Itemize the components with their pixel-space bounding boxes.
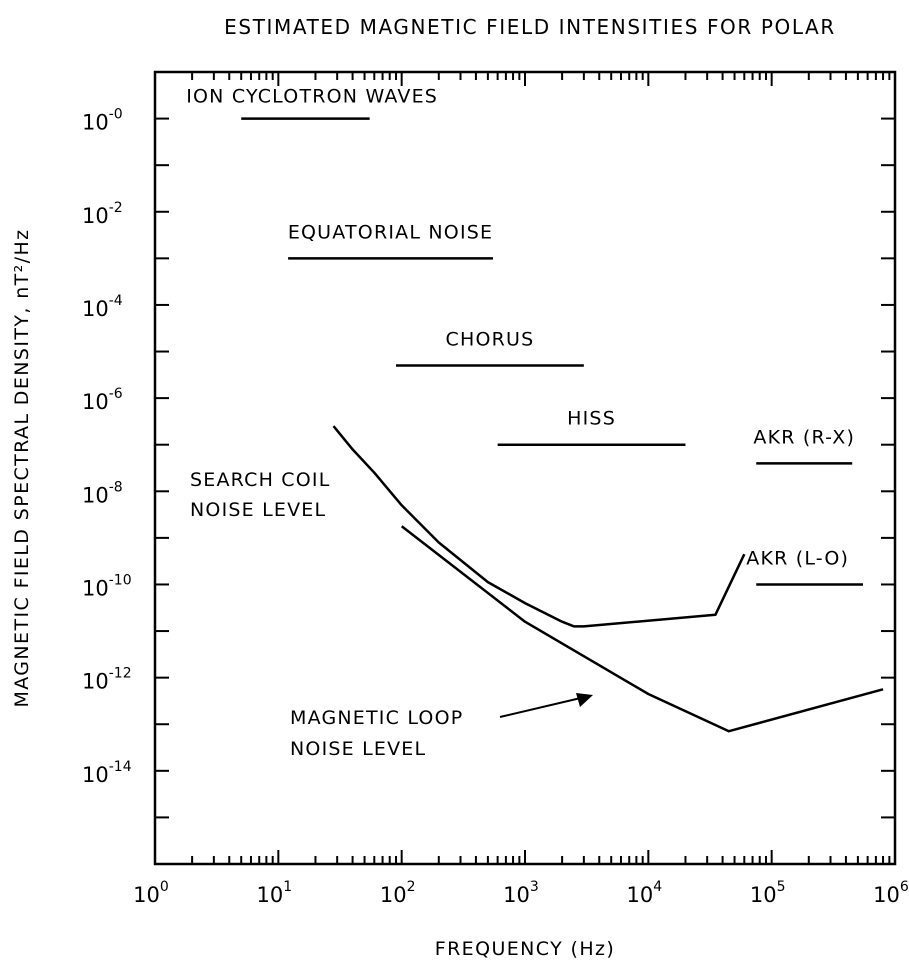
range-label: HISS [567,408,616,430]
y-tick-label: 10-12 [82,666,132,694]
noise-curve [332,425,746,628]
y-tick-label: 10-2 [82,200,123,228]
magnetic-loop-label-line-1: MAGNETIC LOOP [290,707,463,729]
x-tick-label: 103 [503,879,539,907]
x-tick-label: 100 [133,879,169,907]
y-tick-label: 10-8 [82,479,123,507]
search-coil-label-line-2: NOISE LEVEL [190,499,326,521]
y-axis-title: MAGNETIC FIELD SPECTRAL DENSITY, nT²/Hz [11,228,33,707]
y-tick-labels: 10-0 10-2 10-4 10-6 10-8 10-10 10-12 10-14 [82,107,132,787]
search-coil-label-line-1: SEARCH COIL [190,469,331,491]
x-tick-label: 102 [380,879,416,907]
noise-curves [332,425,884,733]
y-tick-label: 10-14 [82,759,132,787]
noise-curve [400,525,884,733]
wave-ranges: ION CYCLOTRON WAVES EQUATORIAL NOISE CHORU… [186,86,863,586]
axis-ticks [154,72,896,864]
y-tick-label: 10-6 [82,386,123,414]
magnetic-loop-arrow [499,693,593,718]
x-tick-labels: 100 101 102 103 104 105 106 [133,879,909,907]
range-label: ION CYCLOTRON WAVES [186,86,438,108]
x-tick-label: 104 [627,879,663,907]
y-tick-label: 10-0 [82,107,123,135]
x-tick-label: 105 [750,879,786,907]
chart-title: ESTIMATED MAGNETIC FIELD INTENSITIES FOR… [224,15,836,39]
y-tick-label: 10-4 [82,293,123,321]
x-tick-label: 101 [257,879,293,907]
range-label: AKR (R-X) [753,426,855,448]
range-label: CHORUS [445,329,534,351]
plot-frame [153,70,897,866]
y-tick-label: 10-10 [82,572,132,600]
range-label: AKR (L-O) [746,547,849,569]
x-axis-title: FREQUENCY (Hz) [435,938,615,960]
range-label: EQUATORIAL NOISE [288,221,493,243]
magnetic-loop-label-line-2: NOISE LEVEL [290,738,426,760]
x-tick-label: 106 [873,879,909,907]
